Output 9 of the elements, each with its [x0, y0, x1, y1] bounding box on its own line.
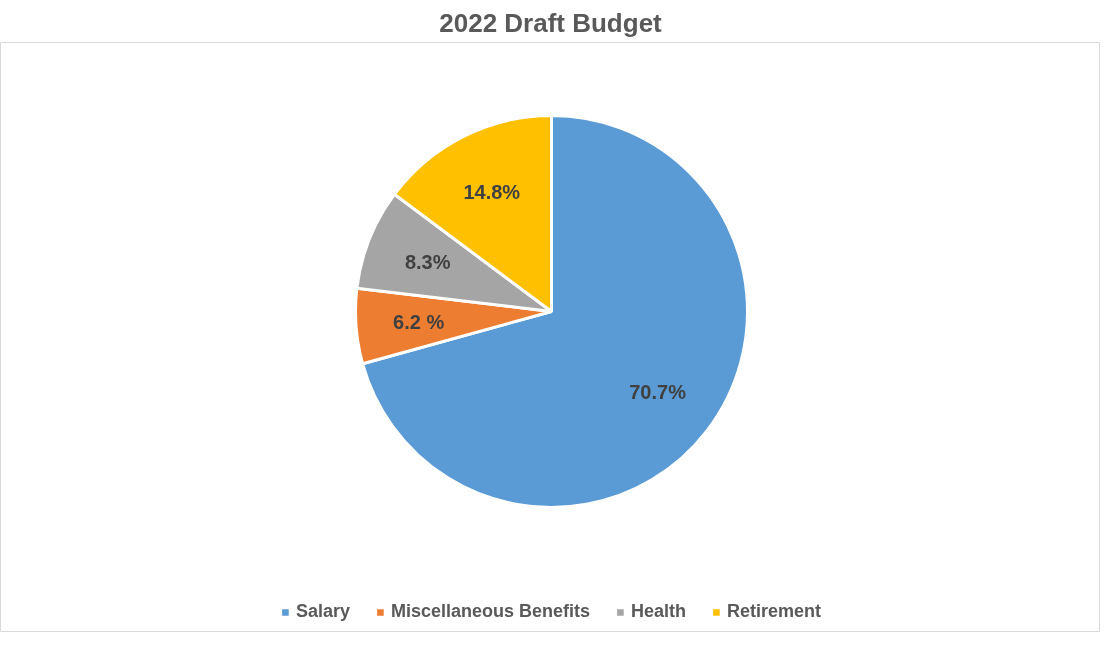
- data-label: 8.3%: [404, 251, 451, 274]
- chart-title: 2022 Draft Budget: [439, 7, 663, 38]
- data-label: 6.2 %: [393, 310, 445, 333]
- legend-label: Miscellaneous Benefits: [390, 601, 591, 622]
- data-label: 70.7%: [629, 381, 687, 404]
- legend-label: Retirement: [727, 601, 822, 622]
- legend-label: Salary: [295, 601, 350, 622]
- legend-label: Health: [631, 601, 687, 622]
- data-label: 14.8%: [463, 181, 521, 204]
